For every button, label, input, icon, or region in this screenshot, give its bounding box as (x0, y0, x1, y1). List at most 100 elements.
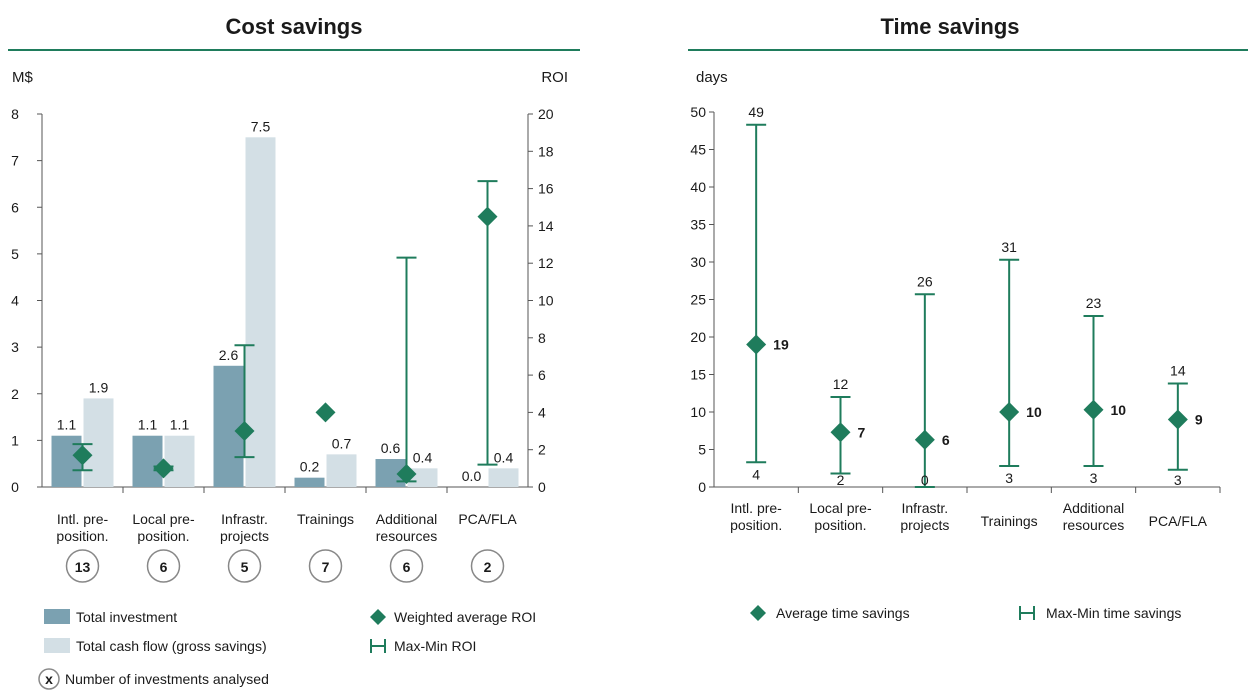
cost-category-label: PCA/FLA (458, 511, 517, 527)
cost-y2-tick-label: 6 (538, 367, 546, 383)
legend-roi-label: Weighted average ROI (394, 609, 536, 625)
cost-y2-tick-label: 20 (538, 106, 554, 122)
legend-roi-diamond-icon (370, 609, 386, 625)
cost-y-tick-label: 7 (11, 153, 19, 169)
cashflow-bar (83, 398, 114, 487)
time-y-tick-label: 20 (690, 329, 706, 345)
time-category-label: resources (1063, 517, 1124, 533)
time-range-bar (1083, 315, 1104, 467)
time-category-label: PCA/FLA (1149, 513, 1208, 529)
roi-diamond (477, 206, 498, 227)
avg-time-label: 10 (1026, 404, 1042, 420)
cost-category-label: Infrastr. (221, 511, 268, 527)
investment-value-label: 1.1 (57, 417, 77, 433)
cashflow-value-label: 7.5 (251, 118, 271, 134)
cost-y-tick-label: 1 (11, 432, 19, 448)
legend-time-range-icon (1019, 606, 1035, 620)
time-range-bar (999, 258, 1020, 467)
avg-time-label: 6 (942, 432, 950, 448)
roi-diamond (72, 445, 93, 466)
cost-y2-tick-label: 18 (538, 143, 554, 159)
legend-count-label: Number of investments analysed (65, 671, 269, 687)
legend-cashflow-swatch (44, 638, 70, 653)
time-category-label: projects (900, 517, 949, 533)
legend-cashflow-label: Total cash flow (gross savings) (76, 638, 267, 654)
time-y-tick-label: 50 (690, 104, 706, 120)
investment-count-circle (227, 549, 262, 583)
time-chart-title: Time savings (881, 14, 1020, 39)
time-category-label: Infrastr. (901, 500, 948, 516)
legend-avg-label: Average time savings (776, 605, 910, 621)
cashflow-bar (488, 468, 519, 487)
cost-y2-tick-label: 4 (538, 404, 546, 420)
cost-y2-tick-label: 0 (538, 479, 546, 495)
avg-time-label: 9 (1195, 412, 1203, 428)
time-category-label: Additional (1063, 500, 1125, 516)
cost-y2-tick-label: 16 (538, 181, 554, 197)
investment-count-circle (389, 549, 424, 583)
investment-value-label: 0.2 (300, 459, 320, 475)
roi-diamond (396, 463, 417, 484)
cost-y-tick-label: 0 (11, 479, 19, 495)
cost-y-tick-label: 6 (11, 199, 19, 215)
time-min-label: 4 (752, 466, 760, 482)
time-y-tick-label: 5 (698, 442, 706, 458)
time-min-label: 3 (1174, 472, 1182, 488)
time-range-bar (746, 123, 767, 464)
cost-y2-tick-label: 14 (538, 218, 554, 234)
time-y-tick-label: 30 (690, 254, 706, 270)
time-y-tick-label: 35 (690, 217, 706, 233)
time-category-label: Intl. pre- (730, 500, 782, 516)
cost-category-label: position. (137, 528, 189, 544)
investment-bar (213, 365, 244, 487)
avg-time-diamond (746, 334, 767, 355)
cashflow-value-label: 1.9 (89, 379, 109, 395)
investment-count-label: 5 (241, 559, 249, 575)
cost-category-label: position. (56, 528, 108, 544)
time-min-label: 3 (1005, 470, 1013, 486)
cashflow-bar (326, 454, 357, 487)
legend-avg-diamond-icon (750, 605, 766, 621)
roi-diamond (153, 458, 174, 479)
investment-value-label: 0.0 (462, 468, 482, 484)
roi-diamond (315, 402, 336, 423)
avg-time-diamond (830, 422, 851, 443)
cost-y2-tick-label: 8 (538, 330, 546, 346)
legend-time-range-label: Max-Min time savings (1046, 605, 1181, 621)
investment-bar (132, 435, 163, 487)
avg-time-diamond (999, 402, 1020, 422)
cost-category-label: resources (376, 528, 437, 544)
investment-value-label: 0.6 (381, 440, 401, 456)
cashflow-value-label: 0.4 (494, 449, 514, 465)
cost-y-tick-label: 5 (11, 246, 19, 262)
investment-bar (294, 477, 325, 487)
cost-y-tick-label: 8 (11, 106, 19, 122)
investment-value-label: 1.1 (138, 417, 158, 433)
investment-count-label: 13 (75, 559, 91, 575)
time-min-label: 2 (837, 472, 845, 488)
cost-y-tick-label: 3 (11, 339, 19, 355)
investment-count-circle (470, 549, 505, 583)
time-max-label: 26 (917, 273, 933, 289)
legend-range-label: Max-Min ROI (394, 638, 476, 654)
time-category-label: Trainings (981, 513, 1038, 529)
legend-count-symbol: x (45, 671, 53, 687)
cashflow-bar (164, 435, 195, 487)
time-y-tick-label: 25 (690, 292, 706, 308)
investment-value-label: 2.6 (219, 347, 239, 363)
time-max-label: 14 (1170, 363, 1186, 379)
cost-chart-title: Cost savings (226, 14, 363, 39)
cashflow-value-label: 1.1 (170, 417, 190, 433)
cost-y2-tick-label: 10 (538, 293, 554, 309)
time-y-tick-label: 40 (690, 179, 706, 195)
time-y-unit: days (696, 69, 728, 86)
time-y-tick-label: 45 (690, 142, 706, 158)
cost-y2-tick-label: 12 (538, 255, 554, 271)
cost-y-tick-label: 2 (11, 386, 19, 402)
avg-time-diamond (1083, 399, 1104, 420)
avg-time-label: 10 (1111, 402, 1127, 418)
